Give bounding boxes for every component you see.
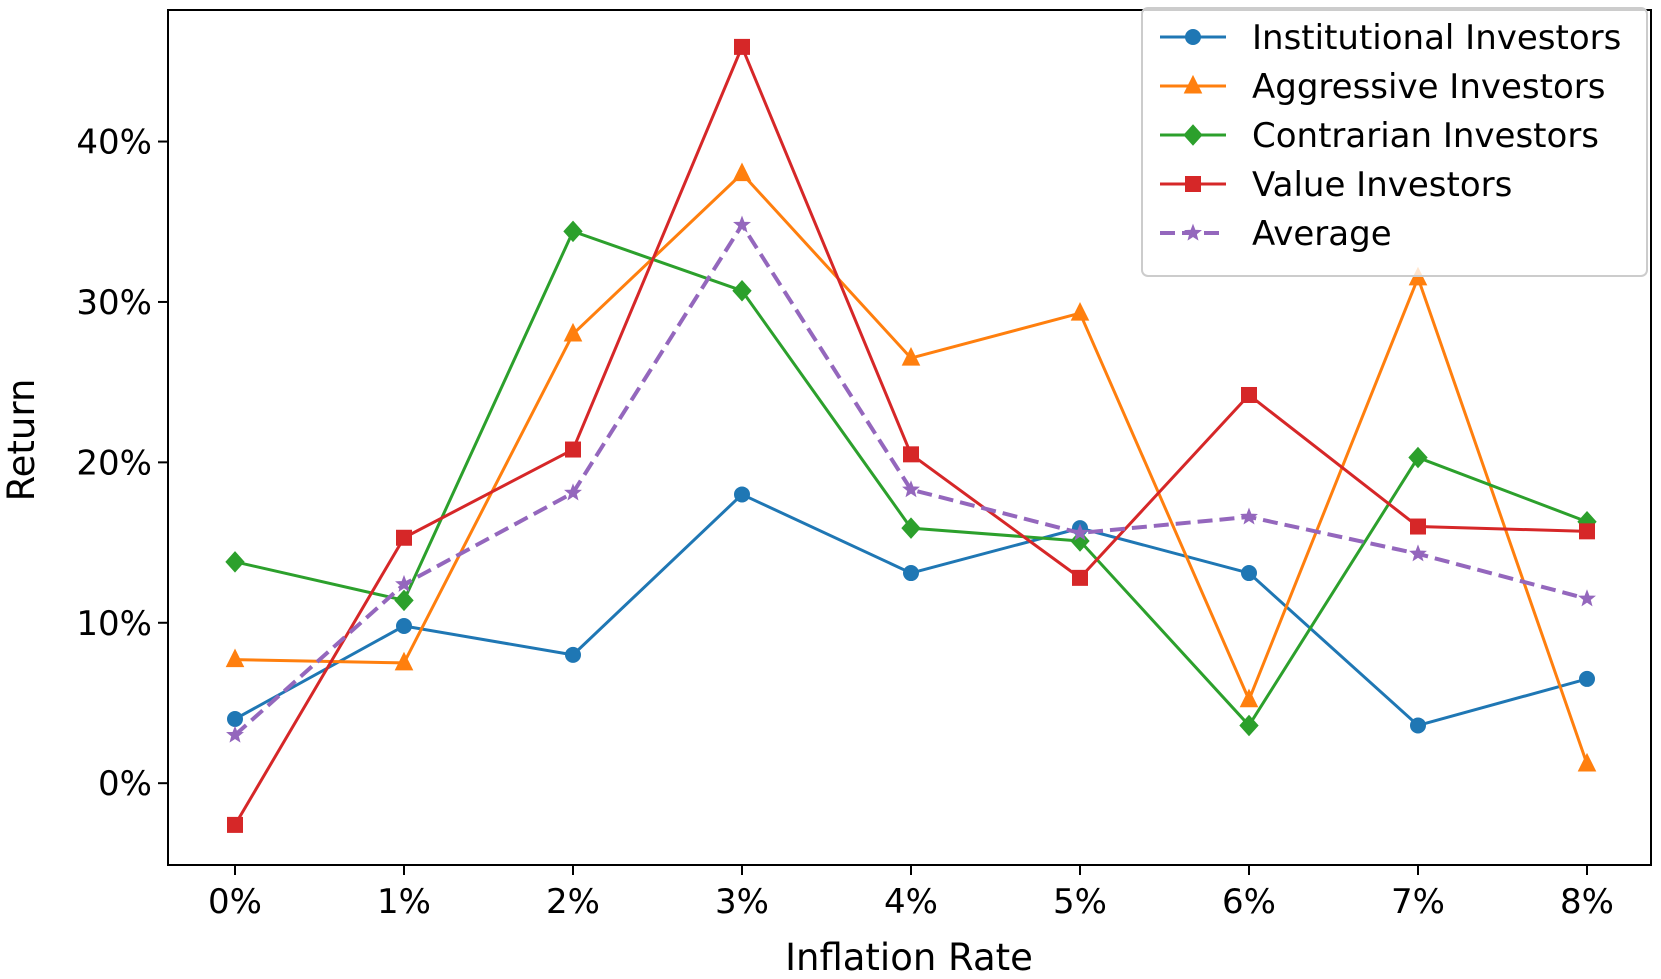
legend-item: Aggressive Investors [1160,67,1605,107]
data-point [732,279,752,302]
series-3 [227,38,1595,833]
data-point [225,551,245,573]
legend-marker [1183,124,1203,146]
data-point [1072,569,1088,586]
legend-item: Institutional Investors [1160,18,1621,58]
series-0 [227,486,1595,734]
data-point [563,322,583,342]
y-tick-label: 30% [76,283,152,323]
x-tick-label: 5% [1053,882,1107,922]
legend-item: Contrarian Investors [1160,116,1599,156]
x-tick-label: 2% [546,882,600,922]
data-point [902,480,920,498]
data-point [1410,518,1426,535]
data-point [227,711,243,728]
data-point [564,483,582,501]
y-axis: 0% 10% 20% 30% 40% [76,123,168,804]
data-point [396,529,412,546]
legend-label: Contrarian Investors [1252,116,1599,156]
data-point [1240,507,1258,525]
data-point [734,486,750,503]
legend-marker [1185,29,1201,45]
x-tick-label: 0% [208,882,262,922]
x-axis-label: Inflation Rate [785,936,1033,979]
data-point [1239,688,1259,708]
y-tick-label: 40% [76,123,152,163]
y-axis-label: Return [0,379,43,502]
data-point [565,441,581,458]
legend-box [1141,7,1648,277]
legend-label: Aggressive Investors [1252,67,1605,107]
data-point [565,646,581,663]
data-point [734,38,750,55]
data-point [1241,386,1257,403]
data-point [1578,589,1596,607]
data-point [225,648,245,668]
data-point [901,517,921,539]
legend-marker [1183,74,1203,94]
series-4 [226,215,1596,743]
y-tick-label: 10% [76,604,152,644]
x-tick-label: 4% [884,882,938,922]
data-point [396,617,412,634]
data-point [227,816,243,833]
data-point [901,346,921,366]
data-point [1409,544,1427,562]
legend-label: Average [1252,214,1392,254]
y-tick-label: 20% [76,443,152,483]
legend-label: Value Investors [1252,165,1512,205]
series-line [233,222,1588,737]
data-point [1579,523,1595,540]
data-point [394,589,414,612]
legend-marker [1185,176,1201,192]
x-tick-label: 6% [1222,882,1276,922]
x-tick-label: 8% [1560,882,1614,922]
data-point [226,725,244,743]
data-point [1579,670,1595,687]
legend-marker [1184,223,1202,241]
y-tick-label: 0% [98,764,152,804]
data-point [1071,523,1089,541]
data-point [1241,565,1257,582]
data-point [394,651,414,671]
x-axis: 0% 1% 2% 3% 4% 5% 6% 7% 8% [208,865,1614,922]
data-point [732,162,752,182]
data-point [903,446,919,463]
x-tick-label: 3% [715,882,769,922]
x-tick-label: 1% [377,882,431,922]
data-point [733,215,751,233]
data-point [1070,530,1090,552]
data-point [1410,717,1426,734]
legend: Institutional Investors Aggressive Invest… [1141,7,1648,277]
data-point [1408,446,1428,469]
data-point [1239,714,1259,737]
legend-label: Institutional Investors [1252,18,1621,58]
data-point [395,574,413,592]
data-point [563,220,583,243]
x-tick-label: 7% [1391,882,1445,922]
data-point [903,565,919,582]
legend-item: Value Investors [1160,165,1512,205]
legend-item: Average [1160,214,1392,254]
data-point [1070,302,1090,321]
series-layer [225,38,1597,833]
data-point [1577,752,1597,772]
